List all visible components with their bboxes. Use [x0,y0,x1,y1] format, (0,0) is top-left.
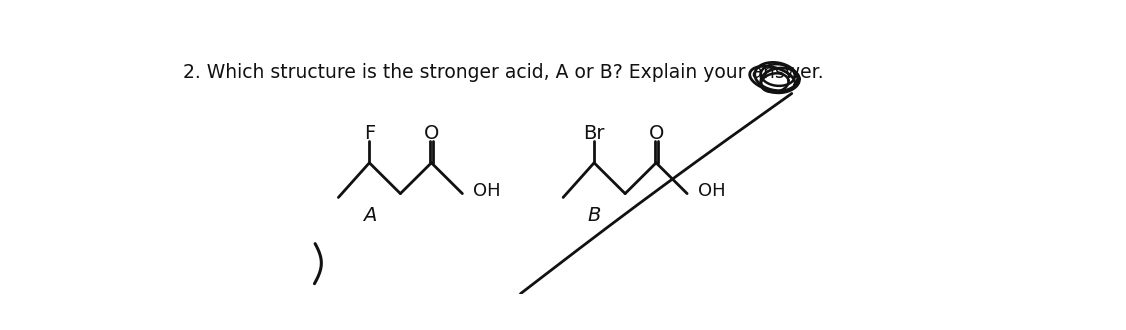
Text: OH: OH [473,182,501,200]
Text: O: O [649,124,664,143]
Text: B: B [588,206,601,225]
Text: OH: OH [698,182,725,200]
Text: 2. Which structure is the stronger acid, A or B? Explain your answer.: 2. Which structure is the stronger acid,… [184,63,824,82]
Text: F: F [364,124,375,143]
Text: Br: Br [583,124,605,143]
Text: A: A [363,206,376,225]
Text: O: O [423,124,439,143]
